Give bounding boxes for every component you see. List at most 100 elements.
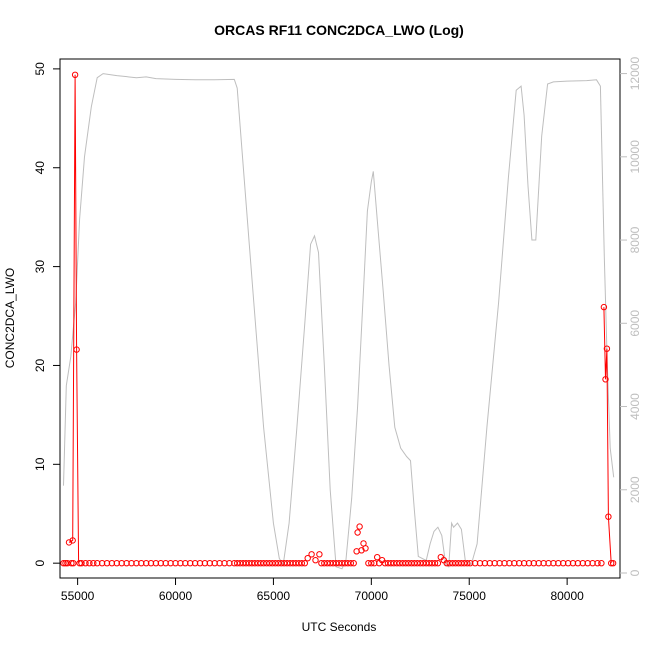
conc-point <box>216 560 223 567</box>
conc-point <box>574 560 582 567</box>
conc-point <box>354 529 361 536</box>
conc-point <box>449 560 456 567</box>
conc-point <box>308 551 315 558</box>
conc-point <box>221 560 228 567</box>
conc-point <box>113 560 121 567</box>
conc-point <box>283 560 291 567</box>
conc-point <box>420 560 427 567</box>
conc-point <box>167 560 174 567</box>
conc-point <box>65 539 73 546</box>
x-tick-label: 80000 <box>550 589 584 603</box>
conc-point <box>393 560 400 567</box>
conc-point <box>281 560 288 567</box>
conc-point <box>275 560 282 567</box>
conc-point <box>266 560 273 567</box>
conc-point <box>260 560 267 567</box>
conc-point <box>425 560 433 567</box>
y-tick-label: 30 <box>33 260 47 274</box>
y2-tick-label: 4000 <box>628 393 642 420</box>
conc-point <box>257 560 264 567</box>
conc-point <box>434 560 442 567</box>
x-axis-label: UTC Seconds <box>302 620 377 634</box>
conc-point <box>82 560 89 567</box>
altitude-series <box>63 73 615 570</box>
plot-frame <box>59 58 621 579</box>
conc-point <box>143 560 150 567</box>
conc-point <box>374 554 381 561</box>
conc-point <box>600 303 608 311</box>
x-tick-label: 70000 <box>355 589 389 603</box>
y-tick-label: 40 <box>33 161 47 175</box>
conc-point <box>269 560 276 567</box>
y2-tick-label: 12000 <box>628 57 642 91</box>
conc-point <box>443 560 450 567</box>
y-tick-label: 10 <box>33 457 47 471</box>
conc-point <box>431 560 439 567</box>
conc-point <box>191 560 199 567</box>
conc-point <box>605 513 612 520</box>
conc-point <box>365 560 372 567</box>
conc-point <box>347 560 354 567</box>
conc-point <box>292 560 300 567</box>
conc-point <box>157 560 165 567</box>
conc-point <box>452 560 459 567</box>
conc-point <box>390 560 397 567</box>
y2-tick-label: 8000 <box>628 226 642 253</box>
conc-point <box>251 560 259 567</box>
conc-line-segment <box>68 74 80 564</box>
conc-point <box>387 560 395 567</box>
conc-point <box>405 560 412 567</box>
x-tick-label: 60000 <box>159 589 193 603</box>
x-axis: 55000 60000 65000 70000 75000 80000 <box>61 578 584 603</box>
conc-point <box>295 560 303 567</box>
x-tick-label: 65000 <box>257 589 291 603</box>
conc-point <box>608 560 615 567</box>
conc-point <box>525 560 533 567</box>
conc-point <box>560 560 567 567</box>
y-tick-label: 20 <box>33 358 47 372</box>
conc-line-series <box>68 74 612 564</box>
conc-point <box>118 560 125 567</box>
conc-point <box>318 560 325 567</box>
conc-point <box>356 523 363 530</box>
conc-point <box>411 560 418 567</box>
y-tick-label: 50 <box>33 62 47 76</box>
conc-point <box>62 560 69 567</box>
conc-point <box>535 560 542 567</box>
conc-point <box>94 560 101 567</box>
chart-title: ORCAS RF11 CONC2DCA_LWO (Log) <box>214 22 464 38</box>
conc-point <box>335 560 343 567</box>
conc-point <box>298 560 305 567</box>
conc-point <box>128 560 135 567</box>
y2-tick-label: 6000 <box>628 310 642 337</box>
conc-point <box>602 376 609 383</box>
conc-point <box>603 345 611 352</box>
conc-point <box>458 560 465 567</box>
conc-point <box>350 560 357 567</box>
conc-point <box>550 560 557 567</box>
conc-point <box>428 560 436 567</box>
conc-point <box>272 560 279 567</box>
y-axis-left: 0 10 20 30 40 50 <box>33 62 60 567</box>
conc-point <box>73 346 80 353</box>
conc-point <box>329 560 337 567</box>
conc-point <box>289 560 297 567</box>
conc-point <box>362 545 369 552</box>
conc-points-series <box>60 71 617 567</box>
conc-point <box>123 560 130 567</box>
conc-point <box>71 71 79 79</box>
conc-point <box>147 560 155 567</box>
conc-point <box>138 560 145 567</box>
conc-point <box>70 560 77 567</box>
conc-point <box>321 560 328 567</box>
conc-point <box>234 560 241 567</box>
conc-point <box>68 560 75 567</box>
y2-tick-label: 10000 <box>628 140 642 174</box>
conc-point <box>304 555 311 562</box>
conc-point <box>396 560 403 567</box>
conc-point <box>584 560 591 567</box>
conc-point <box>609 560 617 567</box>
conc-point <box>78 560 85 567</box>
altitude-line <box>63 73 615 570</box>
conc-point <box>69 537 76 544</box>
